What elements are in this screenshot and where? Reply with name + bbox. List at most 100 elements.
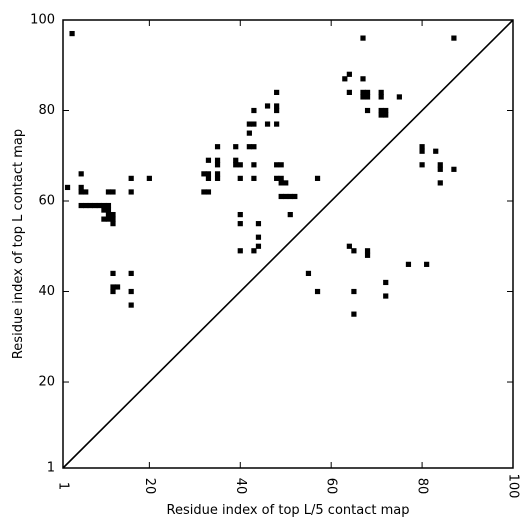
contact-point-91 [110,216,116,222]
contact-point-80 [87,202,93,209]
contact-point-0 [69,30,75,37]
plot-frame [62,19,514,469]
contact-point-65 [64,184,71,191]
contact-point-57 [237,175,243,181]
contact-point-67 [78,189,84,195]
contact-point-107 [305,270,312,277]
contact-point-48 [451,166,457,172]
contact-point-85 [101,207,107,213]
contact-point-96 [255,221,262,227]
contact-point-87 [105,211,112,218]
contact-point-35 [433,148,439,154]
contact-point-7 [346,89,352,95]
contact-point-43 [274,162,280,168]
contact-point-79 [83,202,89,209]
x-tick-label: 80 [415,478,430,495]
contact-point-78 [78,202,84,209]
contact-point-31 [246,144,252,150]
contact-point-52 [214,171,221,177]
contact-point-41 [237,162,243,168]
x-tick-label: 1 [56,482,71,490]
contact-point-99 [346,243,352,249]
contact-point-117 [383,293,389,299]
contact-point-89 [101,216,107,222]
contact-point-115 [314,288,321,295]
contact-point-51 [205,171,212,177]
contact-point-50 [201,171,207,177]
contact-point-68 [83,189,89,195]
contact-point-119 [351,311,357,317]
contact-point-46 [437,162,443,168]
contact-point-29 [214,144,221,150]
contact-point-39 [214,162,221,168]
contact-point-103 [364,248,371,254]
contact-point-17 [274,107,280,114]
contact-point-75 [283,193,289,200]
contact-point-30 [233,144,239,150]
contact-point-114 [128,288,134,295]
contact-point-83 [101,202,107,209]
contact-point-15 [264,103,271,109]
contact-point-118 [128,302,134,308]
x-tick-label: 40 [233,478,248,495]
contact-point-8 [360,89,366,95]
x-axis-label: Residue index of top L/5 contact map [167,503,410,518]
contact-point-59 [274,175,280,181]
y-tick-label: 100 [30,13,55,28]
contact-point-5 [360,76,366,82]
contact-point-102 [351,248,357,254]
contact-point-9 [364,89,371,95]
contact-point-101 [251,248,257,254]
contact-point-36 [205,157,212,163]
contact-point-16 [274,103,280,109]
contact-point-38 [233,157,239,163]
contact-point-33 [419,144,425,150]
contact-point-66 [78,184,84,191]
contact-point-56 [146,175,152,181]
contact-point-109 [128,270,134,277]
contact-point-34 [419,148,425,154]
x-tick-label: 60 [324,478,339,495]
contact-point-93 [237,211,243,218]
contact-point-47 [437,166,443,172]
contact-point-69 [105,189,112,195]
contact-point-98 [255,243,262,249]
contact-point-112 [114,284,121,290]
contact-point-45 [419,162,425,168]
contact-point-55 [128,175,134,181]
contact-points [64,30,457,317]
contact-point-11 [360,94,366,100]
contact-point-26 [264,121,271,127]
y-tick-label: 60 [38,194,55,209]
contact-point-28 [246,130,252,136]
contact-point-76 [287,193,293,200]
contact-point-95 [237,221,243,227]
contact-point-3 [346,71,352,77]
contact-point-54 [214,175,221,181]
contact-point-13 [378,94,384,100]
x-tick-label: 20 [142,478,157,495]
contact-point-64 [437,180,443,186]
contact-point-88 [110,211,116,218]
y-axis-label: Residue index of top L contact map [11,129,26,359]
contact-point-42 [251,162,257,168]
contact-point-62 [278,180,284,186]
contact-point-72 [201,189,207,195]
x-tick-label: 100 [506,474,521,499]
contact-point-37 [214,157,221,163]
contact-point-94 [287,211,293,218]
contact-point-12 [364,94,371,100]
contact-point-81 [92,202,98,209]
contact-point-84 [105,202,112,209]
contact-point-82 [96,202,102,209]
contact-point-110 [383,279,389,286]
contact-point-22 [378,112,384,118]
contact-point-90 [105,216,112,222]
y-tick-label: 20 [38,375,55,390]
contact-point-49 [78,171,84,177]
contact-point-113 [110,288,116,295]
contact-point-6 [274,89,280,95]
contact-point-100 [237,248,243,254]
y-axis-ticks: 1 20 40 60 80 100 [30,13,513,476]
